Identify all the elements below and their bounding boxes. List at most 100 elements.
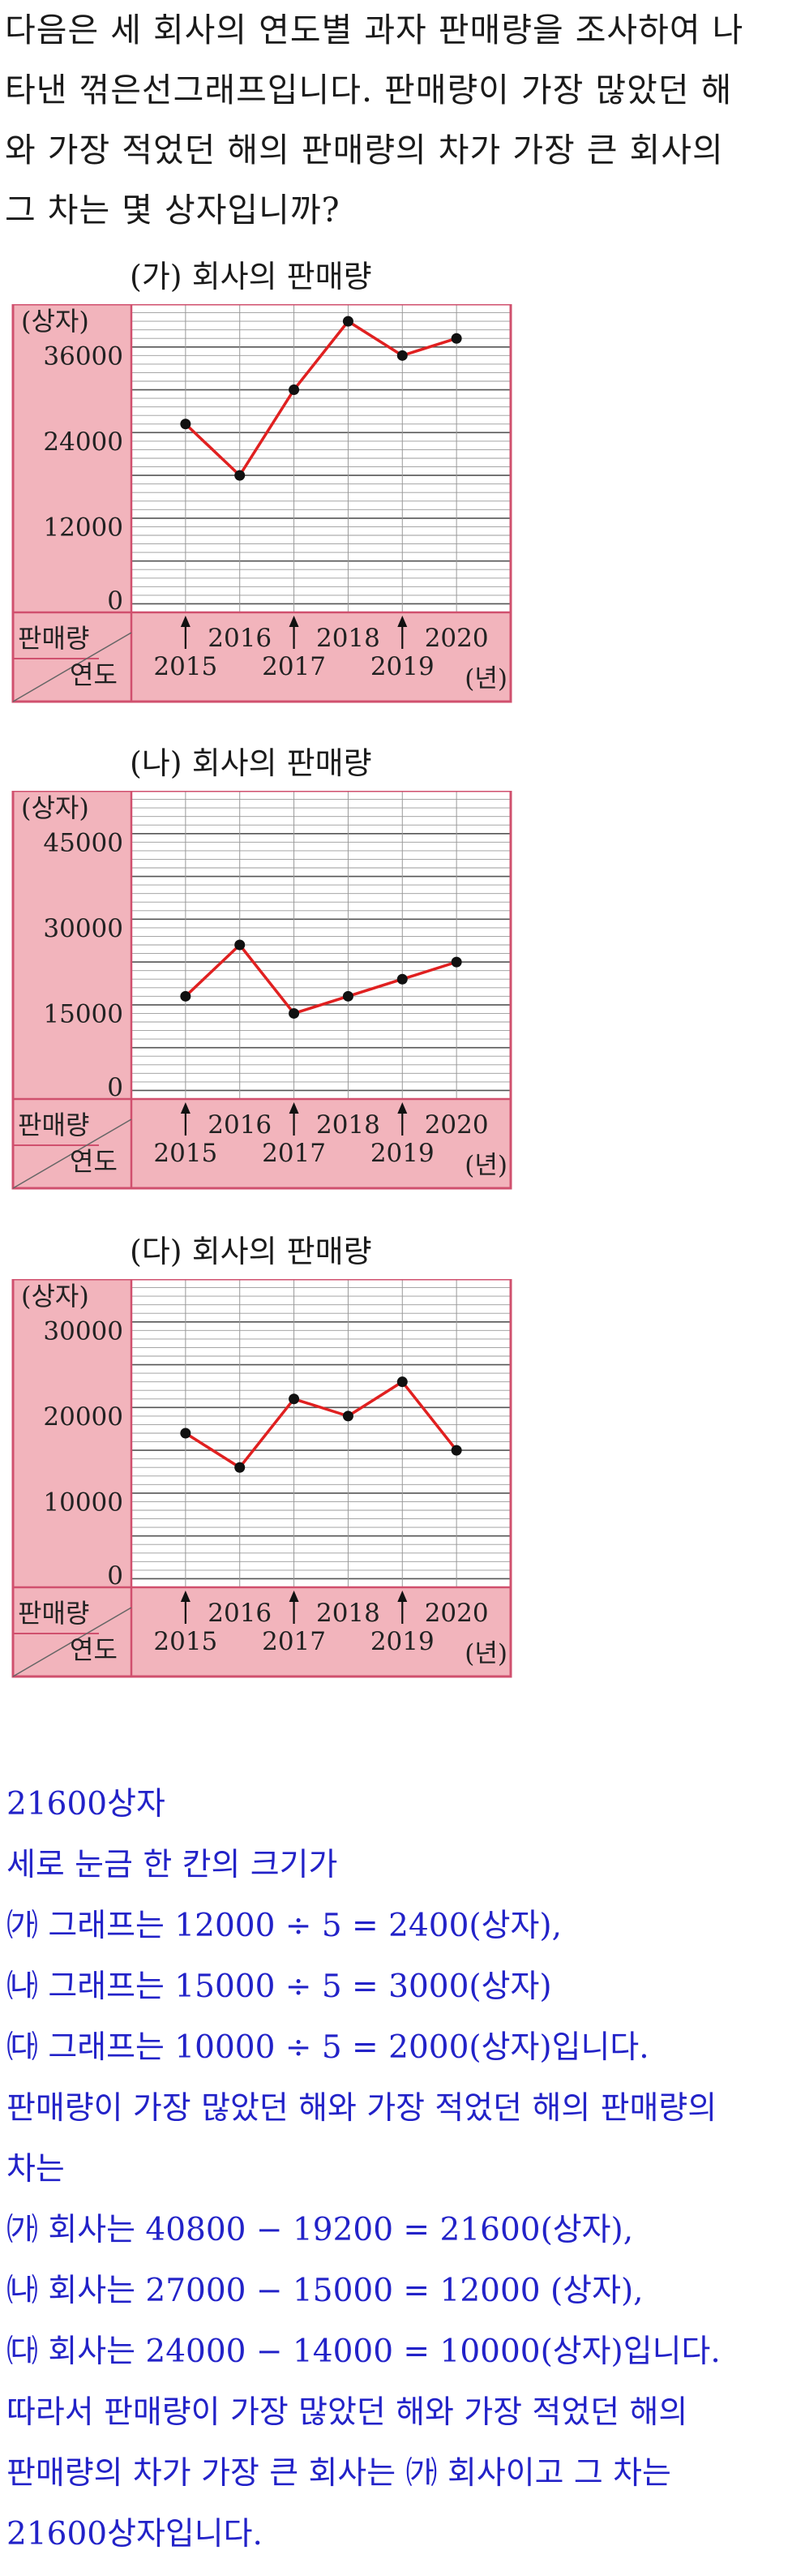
x-axis-unit: (년) [465,1151,507,1180]
x-tick-label: 2018 [316,1599,380,1628]
data-point [180,990,191,1002]
data-point [451,333,462,344]
explanation-line: ㈎ 회사는 40800 − 19200 = 21600(상자), [6,2212,634,2248]
data-point [289,384,300,396]
x-tick-label: 2019 [370,1627,435,1656]
tick-arrowhead [180,1591,191,1602]
data-point [396,973,408,985]
data-point [289,1393,300,1405]
explanation-line: ㈏ 회사는 27000 − 15000 = 12000 (상자), [6,2273,644,2309]
y-tick-label: 45000 [43,828,123,857]
data-point [342,990,353,1002]
data-point [396,350,408,361]
x-tick-label: 2017 [262,1139,326,1168]
axis-panel [13,1279,131,1587]
data-point [180,1428,191,1439]
explanation-line: ㈎ 그래프는 12000 ÷ 5 = 2400(상자), [6,1908,562,1944]
chart-title-ga: (가) 회사의 판매량 [130,259,372,294]
col-header: 연도 [70,1634,118,1665]
x-tick-label: 2018 [316,624,380,653]
label-panel [13,612,511,702]
tick-arrowhead [397,1591,408,1602]
x-axis-unit: (년) [465,664,507,693]
x-tick-label: 2016 [208,1110,272,1140]
label-panel [13,1587,511,1677]
x-tick-label: 2020 [425,1599,489,1628]
x-tick-label: 2020 [425,1110,489,1140]
axis-panel [13,304,131,612]
data-point [180,419,191,430]
chart-frame [11,791,512,1190]
explanation-line: 판매량이 가장 많았던 해와 가장 적었던 해의 판매량의 [6,2090,717,2127]
question-line: 다음은 세 회사의 연도별 과자 판매량을 조사하여 나 [5,11,744,49]
chart-title-na: (나) 회사의 판매량 [130,745,372,781]
x-tick-label: 2018 [316,1110,380,1140]
explanation-line: ㈐ 회사는 24000 − 14000 = 10000(상자)입니다. [6,2333,721,2370]
y-tick-label: 30000 [43,914,123,943]
col-header: 연도 [70,1146,118,1177]
y-tick-label: 20000 [43,1402,123,1432]
explanation-line: 21600상자입니다. [6,2516,263,2552]
tick-arrowhead [180,616,191,627]
data-point [342,316,353,327]
x-axis-unit: (년) [465,1639,507,1668]
label-panel [13,1099,511,1188]
x-tick-label: 2017 [262,1627,326,1656]
y-tick-label: 12000 [43,513,123,542]
y-tick-label: 24000 [43,427,123,457]
question-text: 다음은 세 회사의 연도별 과자 판매량을 조사하여 나 타낸 꺾은선그래프입니… [5,0,801,240]
x-tick-label: 2019 [370,1139,435,1168]
chart-frame [11,1279,512,1678]
x-tick-label: 2016 [208,624,272,653]
question-line: 타낸 꺾은선그래프입니다. 판매량이 가장 많았던 해 [5,71,733,109]
data-point [234,939,246,951]
axis-panel [13,791,131,1099]
col-header: 연도 [70,659,118,690]
chart-title-da: (다) 회사의 판매량 [130,1234,372,1269]
header-diagonal [12,1607,132,1677]
tick-arrowhead [289,1591,299,1602]
data-point [289,1007,300,1019]
data-point [451,956,462,968]
tick-arrowhead [289,616,299,627]
header-diagonal [12,632,132,702]
tick-arrowhead [397,1102,408,1114]
y-tick-label: 0 [107,586,123,616]
chart-frame [11,304,512,703]
explanation-line: ㈐ 그래프는 10000 ÷ 5 = 2000(상자)입니다. [6,2029,649,2066]
explanation-line: ㈏ 그래프는 15000 ÷ 5 = 3000(상자) [6,1968,552,2005]
explanation-line: 따라서 판매량이 가장 많았던 해와 가장 적었던 해의 [6,2394,688,2431]
explanation-line: 판매량의 차가 가장 큰 회사는 ㈎ 회사이고 그 차는 [6,2455,671,2492]
y-tick-label: 10000 [43,1488,123,1517]
y-tick-label: 0 [107,1073,123,1102]
y-tick-label: 30000 [43,1316,123,1346]
x-tick-label: 2020 [425,624,489,653]
data-point [396,1376,408,1388]
tick-arrowhead [180,1102,191,1114]
row-header: 판매량 [18,1598,89,1629]
header-diagonal [12,1118,132,1189]
series-line [184,943,457,1015]
data-point [342,1410,353,1422]
x-tick-label: 2015 [153,1139,217,1168]
data-point [234,1462,246,1473]
explanation-line: 세로 눈금 한 칸의 크기가 [6,1847,338,1883]
y-axis-unit: (상자) [21,792,89,823]
x-tick-label: 2015 [153,1627,217,1656]
row-header: 판매량 [18,1110,89,1140]
x-tick-label: 2016 [208,1599,272,1628]
y-tick-label: 0 [107,1561,123,1591]
tick-arrowhead [397,616,408,627]
question-line: 그 차는 몇 상자입니까? [5,191,340,230]
y-tick-label: 36000 [43,341,123,371]
series-line [184,1380,458,1469]
y-axis-unit: (상자) [21,306,89,337]
explanation-line: 차는 [6,2151,65,2187]
y-axis-unit: (상자) [21,1281,89,1312]
x-tick-label: 2019 [370,652,435,681]
series-line [184,320,457,477]
x-tick-label: 2017 [262,652,326,681]
